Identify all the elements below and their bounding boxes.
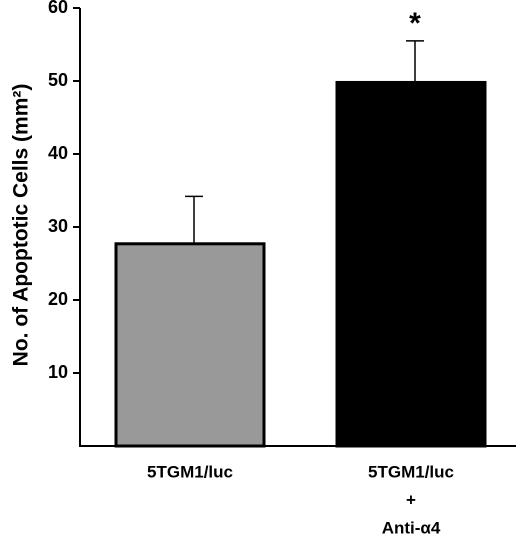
significance-marker: * — [409, 7, 421, 40]
y-tick-label: 40 — [48, 143, 68, 163]
bar — [114, 242, 266, 448]
y-tick-label: 10 — [48, 362, 68, 382]
category-label: 5TGM1/luc — [147, 462, 233, 481]
y-tick-label: 50 — [48, 70, 68, 90]
y-tick-label: 20 — [48, 289, 68, 309]
y-tick-label: 60 — [48, 0, 68, 17]
y-axis-label: No. of Apoptotic Cells (mm²) — [10, 84, 33, 367]
category-label: 5TGM1/luc — [368, 462, 454, 481]
category-label: + — [406, 490, 416, 509]
chart-marks: 10 20 30 40 50 60 5TGM1/luc * 5TGM1/luc + Anti-α4 — [48, 0, 516, 537]
category-label: Anti-α4 — [382, 518, 441, 537]
y-tick-label: 30 — [48, 216, 68, 236]
bar — [335, 80, 487, 448]
